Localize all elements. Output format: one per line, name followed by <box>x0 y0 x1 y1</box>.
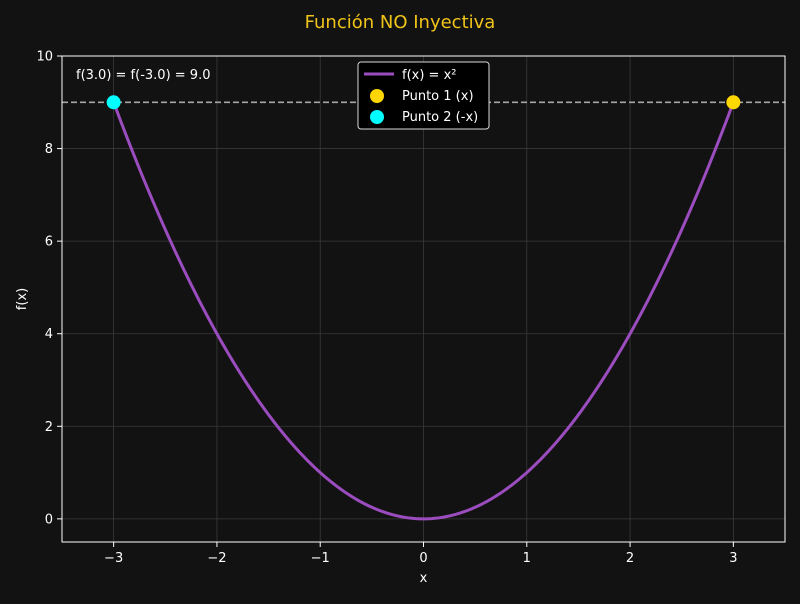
legend-marker-point1 <box>370 89 384 103</box>
x-tick-label: 0 <box>419 551 427 566</box>
y-tick-label: 10 <box>36 50 53 65</box>
data-point-positive <box>726 95 741 110</box>
x-tick-label: 2 <box>626 551 634 566</box>
curves <box>112 100 735 521</box>
x-tick-label: −2 <box>207 551 226 566</box>
y-tick-label: 8 <box>45 142 53 157</box>
x-tick-label: −3 <box>104 551 123 566</box>
x-tick-label: 1 <box>523 551 531 566</box>
legend: f(x) = x² Punto 1 (x) Punto 2 (-x) <box>357 61 490 130</box>
y-tick-label: 4 <box>45 327 53 342</box>
y-axis-label: f(x) <box>15 288 30 310</box>
legend-label-point2: Punto 2 (-x) <box>402 110 478 125</box>
legend-label-point1: Punto 1 (x) <box>402 89 474 104</box>
legend-box <box>357 61 490 130</box>
legend-marker-point2 <box>370 110 384 124</box>
equality-annotation: f(3.0) = f(-3.0) = 9.0 <box>76 68 210 83</box>
y-ticks: 0 2 4 6 8 10 <box>36 50 62 527</box>
chart-title: Función NO Inyectiva <box>305 12 496 33</box>
x-tick-label: 3 <box>729 551 737 566</box>
legend-label-curve: f(x) = x² <box>402 68 456 83</box>
data-point-negative <box>106 95 121 110</box>
parabola-curve <box>112 100 735 521</box>
y-tick-label: 6 <box>45 235 53 250</box>
x-tick-label: −1 <box>311 551 330 566</box>
y-tick-label: 0 <box>45 512 53 527</box>
points <box>106 95 741 110</box>
y-tick-label: 2 <box>45 420 53 435</box>
x-axis-label: x <box>420 571 428 586</box>
grid <box>62 55 785 542</box>
x-ticks: −3 −2 −1 0 1 2 3 <box>104 542 737 566</box>
